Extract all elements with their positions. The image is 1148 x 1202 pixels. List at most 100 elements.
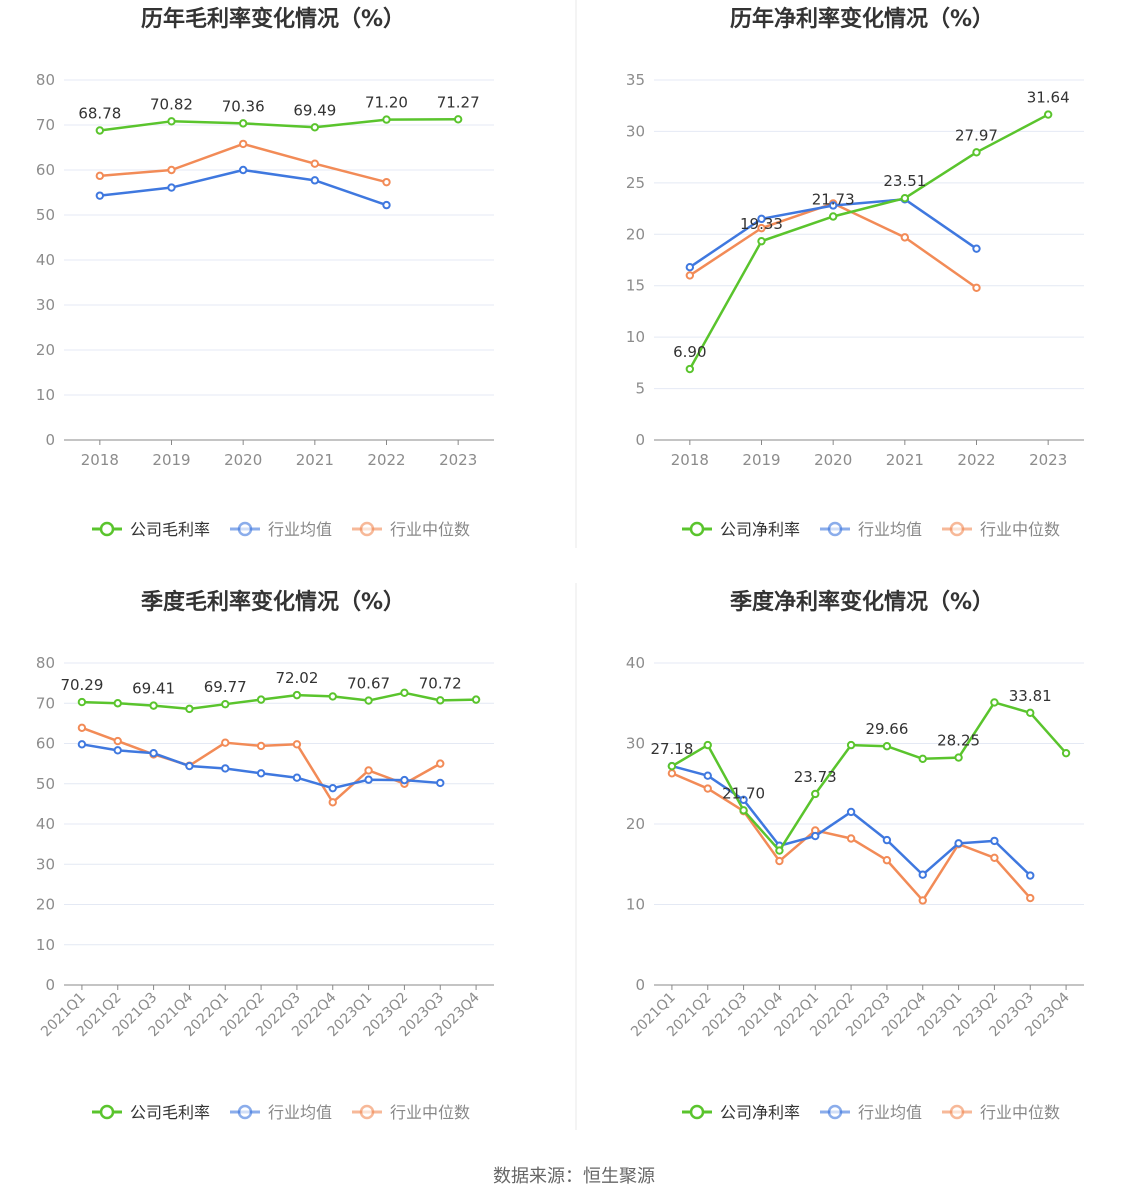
data-point [846,740,856,750]
data-point [292,690,302,700]
y-tick-label: 20 [36,341,55,359]
data-point [113,746,122,755]
data-point [757,236,766,246]
data-point [436,778,445,788]
legend-label: 行业均值 [858,1103,922,1122]
data-point [757,223,766,233]
data-label: 70.67 [347,675,390,693]
chart-title: 季度净利率变化情况（%） [730,589,994,615]
chart-panel-1: 历年毛利率变化情况（%） 0 10 20 30 40 50 60 70 80 2018 2019 202… [36,6,494,539]
chart-title: 历年净利率变化情况（%） [730,6,994,32]
data-point [185,761,194,771]
legend-label: 行业中位数 [390,1103,470,1122]
data-label: 70.36 [222,97,265,115]
data-point [811,831,820,841]
series-line [99,168,387,207]
data-point [95,171,105,181]
data-point [954,839,963,848]
data-point [471,695,481,704]
data-label: 72.02 [275,669,318,687]
y-tick-label: 0 [45,431,55,449]
data-label: 69.77 [204,678,247,696]
data-label: 69.49 [293,101,336,119]
legend-label: 公司净利率 [720,1103,800,1122]
data-label: 29.66 [865,720,908,738]
y-tick-label: 70 [36,694,55,712]
y-tick-label: 70 [36,116,55,134]
x-tick-label: 2023 [439,451,477,469]
data-point [400,688,409,697]
data-point [1026,708,1035,718]
series-line [671,764,1032,877]
x-tick-label: 2023 [1029,451,1067,469]
y-tick-label: 10 [36,936,55,954]
data-point [113,736,122,746]
legend-item-company: 公司净利率 [682,1103,800,1122]
chart-panel-3: 季度毛利率变化情况（%）010203040506070802021Q12021Q… [36,589,494,1122]
y-tick-label: 60 [36,161,55,179]
series-industry_avg [77,740,445,793]
data-label: 71.27 [437,93,480,111]
data-point [292,773,302,782]
legend-item-company: 公司毛利率 [92,520,210,539]
x-tick-label: 2020 [224,451,262,469]
x-tick-label: 2022 [367,451,405,469]
data-label: 68.78 [78,104,121,122]
y-tick-label: 30 [36,296,55,314]
legend-marker [99,1104,115,1120]
data-label: 70.82 [150,95,193,113]
data-point [185,704,194,714]
data-point [972,148,981,157]
data-point [238,119,248,128]
data-label: 23.73 [794,768,837,786]
data-point [882,856,892,865]
data-label: 31.64 [1027,89,1070,107]
data-point [900,233,910,242]
data-point [1061,748,1071,758]
data-label: 21.73 [812,190,855,208]
data-point [775,846,784,855]
legend-marker [949,1104,965,1120]
data-point [846,834,856,843]
x-tick-label: 2019 [742,451,780,469]
legend-item-industry_avg: 行业均值 [820,520,922,539]
data-point [221,699,230,709]
data-point [436,696,445,705]
y-tick-label: 0 [635,976,645,994]
legend-marker [237,521,253,537]
data-point [811,789,820,799]
series-line [81,743,441,790]
chart-panel-2: 历年净利率变化情况（%） 0 5 10 15 20 25 30 35 2018 2019 2020 20… [626,6,1084,539]
series-industry_median [77,723,445,807]
legend-item-company: 公司毛利率 [92,1103,210,1122]
y-tick-label: 10 [36,386,55,404]
data-point [739,795,748,805]
legend-item-industry_median: 行业中位数 [352,1103,470,1122]
data-point [846,807,856,817]
data-point [256,741,266,751]
legend-label: 行业均值 [858,520,922,539]
data-label: 33.81 [1009,687,1052,705]
y-tick-label: 80 [36,71,55,89]
series-company: 70.29 69.41 69.77 72.02 70.67 70.72 [60,669,481,714]
data-point [990,836,999,846]
series-company: 68.78 70.82 70.36 69.49 71.20 71.27 [78,93,480,135]
data-point [382,200,391,210]
data-point [667,762,677,771]
legend-marker [99,521,115,537]
y-tick-label: 50 [36,206,55,224]
legend-label: 公司毛利率 [130,1103,210,1122]
data-point [328,692,337,701]
legend-label: 行业中位数 [980,1103,1060,1122]
y-tick-label: 80 [36,654,55,672]
data-point [703,740,712,750]
data-point [95,191,105,200]
data-point [775,856,784,866]
data-point [972,283,981,292]
data-point [364,775,373,784]
data-label: 6.90 [673,343,706,361]
data-point [685,271,695,280]
legend-item-industry_avg: 行业均值 [230,1103,332,1122]
legend-marker [827,521,843,537]
y-tick-label: 40 [626,654,645,672]
